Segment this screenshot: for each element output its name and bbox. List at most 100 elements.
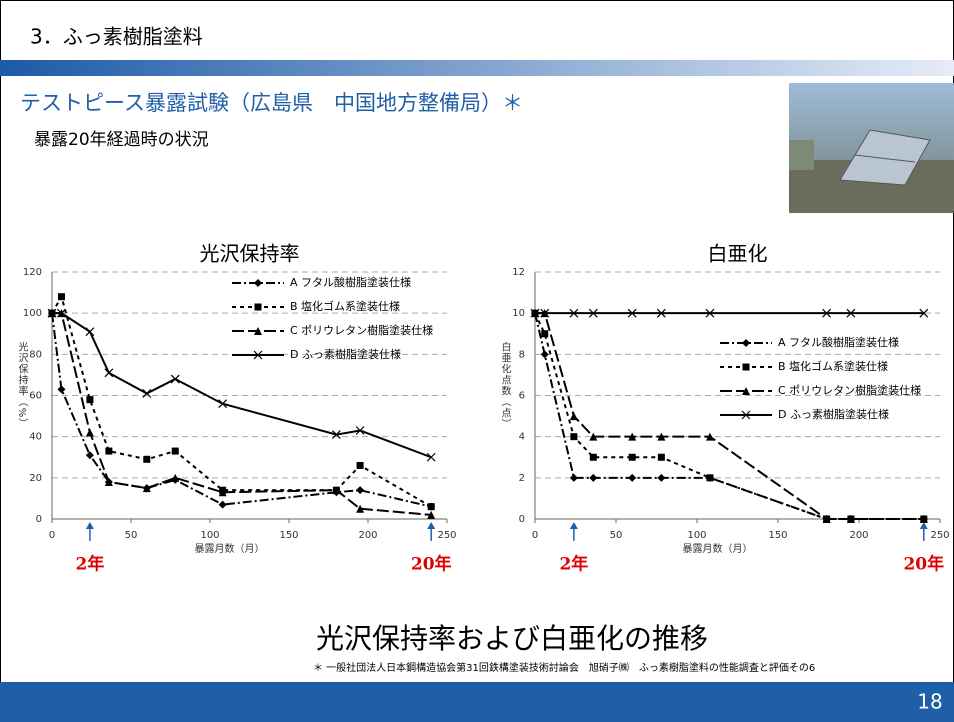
y-tick-label: 0 (519, 514, 525, 525)
page-number: 18 (917, 690, 942, 714)
legend-label: C ポリウレタン樹脂塗装仕様 (778, 383, 921, 397)
marker (706, 474, 714, 482)
annotation-arrowhead (569, 522, 578, 529)
x-tick-label: 0 (49, 530, 55, 541)
marker (822, 308, 832, 318)
annotation: 2年 (75, 554, 104, 575)
annotation-arrowhead (85, 522, 94, 529)
marker (569, 412, 578, 421)
marker (627, 308, 637, 318)
marker (540, 308, 550, 318)
marker (171, 473, 180, 482)
header-title: 3．ふっ素樹脂塗料 (30, 25, 203, 49)
marker (919, 308, 929, 318)
marker (589, 473, 598, 482)
note: 暴露20年経過時の状況 (34, 130, 209, 150)
series-line (534, 312, 924, 520)
marker (142, 389, 152, 398)
x-tick-label: 50 (125, 530, 138, 541)
marker (628, 453, 636, 461)
annotation-arrowhead (427, 522, 436, 529)
y-tick-label: 60 (29, 391, 42, 402)
marker (356, 461, 364, 469)
caption: 光沢保持率および白亜化の推移 (316, 622, 708, 655)
x-tick-label: 50 (610, 530, 623, 541)
marker (846, 515, 855, 523)
series-line (52, 312, 432, 516)
marker (105, 447, 113, 455)
marker (657, 432, 666, 441)
marker (254, 279, 262, 287)
footnote: ＊ 一般社団法人日本鋼構造協会第31回鉄構塗装技術討論会 旭硝子㈱ ふっ素樹脂塗… (313, 661, 815, 674)
y-tick-label: 2 (519, 473, 525, 484)
footer-bar (0, 682, 954, 722)
chart-title: 光沢保持率 (200, 242, 300, 266)
legend-label: D ふっ素樹脂塗装仕様 (290, 347, 401, 361)
y-axis-label: 白亜化点数（点） (499, 340, 511, 429)
marker (540, 350, 549, 359)
marker (104, 477, 113, 486)
marker (657, 473, 666, 482)
marker (427, 503, 435, 511)
marker (47, 308, 57, 318)
y-tick-label: 20 (29, 473, 42, 484)
y-axis-label: 光沢保持率（%） (16, 341, 28, 430)
marker (85, 327, 95, 337)
marker (822, 515, 831, 523)
marker (628, 432, 637, 441)
legend-label: B 塩化ゴム系塗装仕様 (290, 299, 400, 313)
marker (355, 426, 365, 435)
marker (218, 399, 228, 409)
series-line (51, 313, 432, 508)
y-tick-label: 12 (512, 267, 525, 278)
marker (427, 510, 436, 519)
x-tick-label: 200 (849, 530, 868, 541)
marker (85, 428, 94, 437)
y-tick-label: 40 (29, 432, 42, 443)
marker (426, 452, 436, 462)
x-tick-label: 200 (358, 530, 377, 541)
marker (356, 504, 365, 513)
marker (85, 451, 94, 460)
marker (57, 385, 66, 394)
marker (846, 308, 856, 318)
marker (253, 350, 263, 360)
marker (705, 432, 714, 441)
marker (588, 308, 598, 318)
marker (656, 308, 666, 318)
photo (789, 83, 954, 213)
x-tick-label: 0 (532, 530, 538, 541)
header-band (0, 60, 954, 76)
y-tick-label: 80 (29, 349, 42, 360)
marker (741, 410, 751, 420)
y-tick-label: 120 (23, 267, 42, 278)
marker (254, 327, 262, 335)
series-line (52, 312, 432, 459)
marker (570, 433, 578, 441)
x-tick-label: 100 (200, 530, 219, 541)
x-tick-label: 100 (687, 530, 706, 541)
marker (218, 488, 227, 497)
x-axis-label: 暴露月数（月） (683, 542, 753, 555)
annotation: 20年 (411, 554, 452, 575)
marker (541, 330, 549, 338)
marker (86, 396, 94, 404)
marker (57, 293, 65, 301)
marker (142, 484, 151, 493)
legend-label: C ポリウレタン樹脂塗装仕様 (290, 323, 433, 337)
marker (143, 455, 151, 463)
y-tick-label: 10 (512, 308, 525, 319)
marker (919, 515, 928, 523)
marker (742, 363, 750, 371)
y-tick-label: 8 (519, 349, 525, 360)
series-line (51, 294, 432, 508)
x-tick-label: 250 (437, 530, 456, 541)
marker (218, 500, 227, 509)
marker (742, 339, 750, 347)
marker (657, 453, 665, 461)
marker (589, 432, 598, 441)
marker (356, 486, 365, 495)
legend-label: B 塩化ゴム系塗装仕様 (778, 359, 888, 373)
legend-label: A フタル酸樹脂塗装仕様 (290, 275, 411, 289)
marker (742, 387, 750, 395)
